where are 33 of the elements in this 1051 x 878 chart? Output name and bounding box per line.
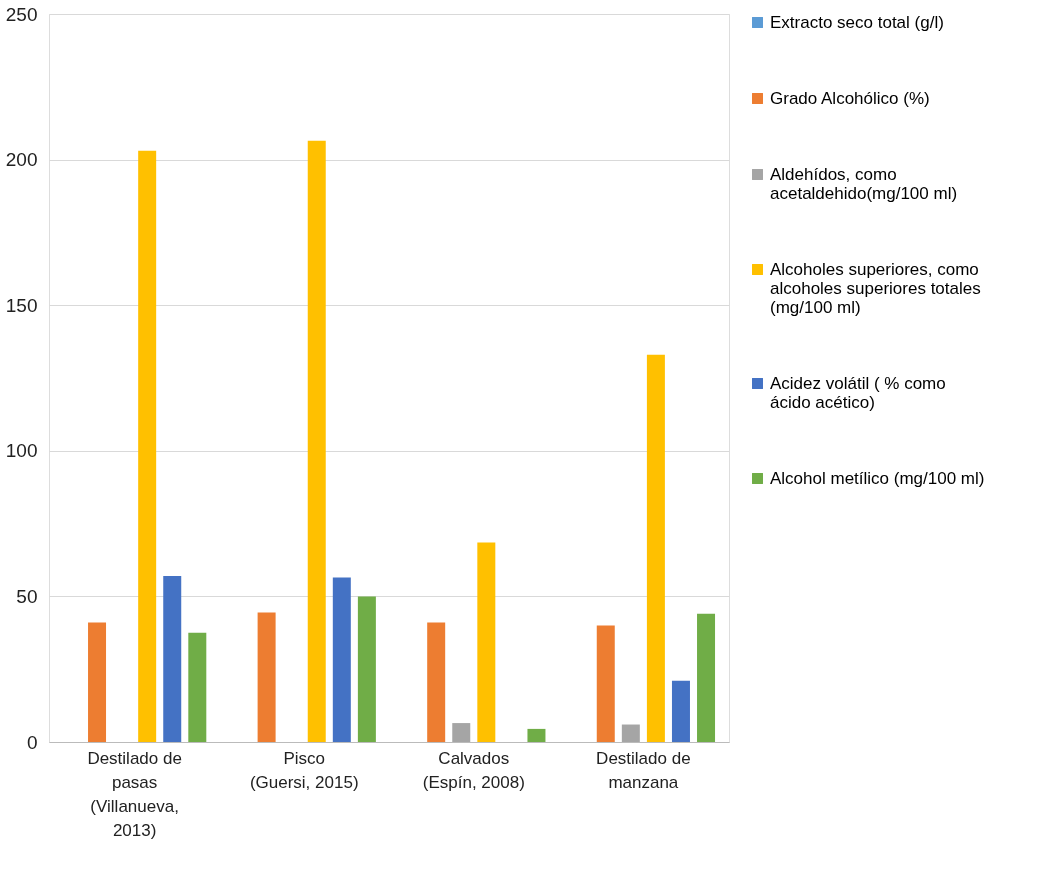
bar xyxy=(163,576,182,742)
bar xyxy=(188,632,207,742)
bar xyxy=(357,596,376,742)
y-tick-label: 150 xyxy=(5,294,38,316)
legend-label: Grado Alcohólico (%) xyxy=(770,88,930,108)
legend-label: Alcoholes superiores, como alcoholes superiores totales (mg/100 ml) xyxy=(770,259,981,317)
bar xyxy=(621,724,640,742)
legend-label: Alcohol metílico (mg/100 ml) xyxy=(770,468,985,488)
bar xyxy=(257,612,276,742)
bar xyxy=(452,723,471,742)
bar xyxy=(427,622,446,742)
bar xyxy=(671,680,690,742)
x-tick-label: Destilado de manzana xyxy=(596,748,691,792)
bar xyxy=(332,577,351,742)
y-tick-label: 200 xyxy=(5,149,38,171)
legend-label: Acidez volátil ( % como ácido acético) xyxy=(770,373,946,412)
y-tick-label: 50 xyxy=(16,585,38,607)
bar xyxy=(527,728,546,742)
legend-label: Aldehídos, como acetaldehido(mg/100 ml) xyxy=(770,164,958,203)
bar xyxy=(138,150,157,742)
bar xyxy=(697,613,716,742)
x-tick-label: Pisco (Guersi, 2015) xyxy=(249,748,359,792)
x-tick-label: Calvados (Espín, 2008) xyxy=(422,748,525,792)
bar xyxy=(646,354,665,742)
bar xyxy=(596,625,615,742)
bar xyxy=(307,140,326,742)
y-tick-label: 100 xyxy=(5,440,38,462)
x-tick-label: Destilado de pasas (Villanueva, 2013) xyxy=(87,748,182,840)
bar xyxy=(477,542,496,742)
y-tick-label: 250 xyxy=(5,3,38,25)
legend-label: Extracto seco total (g/l) xyxy=(770,12,944,32)
bar xyxy=(88,622,107,742)
y-tick-label: 0 xyxy=(26,731,38,753)
